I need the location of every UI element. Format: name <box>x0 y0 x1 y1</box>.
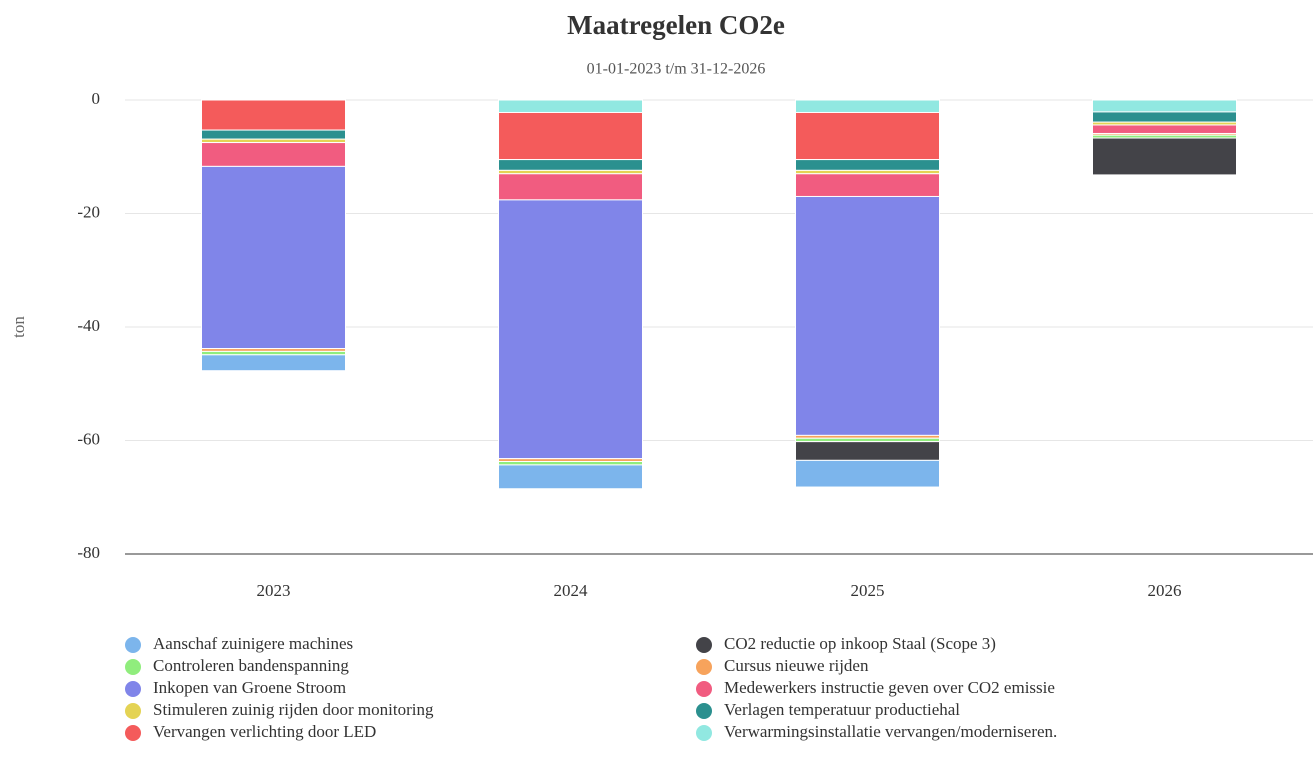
legend-label: Aanschaf zuinigere machines <box>153 634 353 653</box>
bar-segment <box>201 350 346 356</box>
legend-label: CO2 reductie op inkoop Staal (Scope 3) <box>724 634 996 653</box>
bar-segment <box>1092 111 1237 123</box>
legend-label: Verlagen temperatuur productiehal <box>724 700 960 719</box>
bar-segment <box>795 169 940 175</box>
legend-marker <box>125 659 141 675</box>
bar-segment <box>498 99 643 113</box>
bar-segment <box>201 129 346 140</box>
legend-label: Verwarmingsinstallatie vervangen/moderni… <box>724 722 1057 741</box>
bar-segment <box>498 464 643 490</box>
bar-segment <box>498 159 643 171</box>
chart-subtitle: 01-01-2023 t/m 31-12-2026 <box>587 61 766 78</box>
legend-label: Medewerkers instructie geven over CO2 em… <box>724 678 1055 697</box>
bar-segment <box>795 437 940 443</box>
legend-label: Vervangen verlichting door LED <box>153 722 376 741</box>
y-axis-title: ton <box>9 316 28 338</box>
legend-label: Controleren bandenspanning <box>153 656 349 675</box>
y-tick-label: -80 <box>77 543 100 562</box>
bar-segment <box>201 165 346 350</box>
legend-marker <box>696 637 712 653</box>
bar-segment <box>795 441 940 461</box>
bar-segment <box>795 195 940 436</box>
legend-marker <box>696 703 712 719</box>
legend-marker <box>696 725 712 741</box>
bar-segment <box>498 111 643 161</box>
bar-segment <box>201 138 346 144</box>
y-tick-label: -60 <box>77 429 100 448</box>
y-tick-label: -40 <box>77 316 100 335</box>
legend-marker <box>125 703 141 719</box>
bar-segment <box>498 173 643 201</box>
bar-segment <box>795 173 940 197</box>
legend-marker <box>125 637 141 653</box>
legend-marker <box>696 659 712 675</box>
x-tick-label: 2025 <box>851 581 885 600</box>
legend-marker <box>125 681 141 697</box>
bar-segment <box>201 99 346 131</box>
bar-segment <box>498 169 643 175</box>
x-tick-label: 2024 <box>554 581 589 600</box>
legend-marker <box>125 725 141 741</box>
y-tick-label: -20 <box>77 202 100 221</box>
chart-title: Maatregelen CO2e <box>567 10 785 40</box>
bar-segment <box>201 142 346 167</box>
legend-label: Inkopen van Groene Stroom <box>153 678 346 697</box>
bar-segment <box>1092 137 1237 176</box>
bar-segment <box>201 354 346 372</box>
legend-label: Stimuleren zuinig rijden door monitoring <box>153 700 434 719</box>
bar-segment <box>1092 124 1237 134</box>
bar-segment <box>795 99 940 113</box>
x-tick-label: 2026 <box>1148 581 1182 600</box>
bar-segment <box>795 111 940 161</box>
bar-segment <box>795 159 940 171</box>
legend-label: Cursus nieuwe rijden <box>724 656 869 675</box>
x-tick-label: 2023 <box>257 581 291 600</box>
bar-segment <box>498 460 643 466</box>
bar-segment <box>498 199 643 460</box>
y-tick-label: 0 <box>92 89 101 108</box>
bar-segment <box>1092 99 1237 113</box>
legend-marker <box>696 681 712 697</box>
bar-segment <box>795 459 940 488</box>
